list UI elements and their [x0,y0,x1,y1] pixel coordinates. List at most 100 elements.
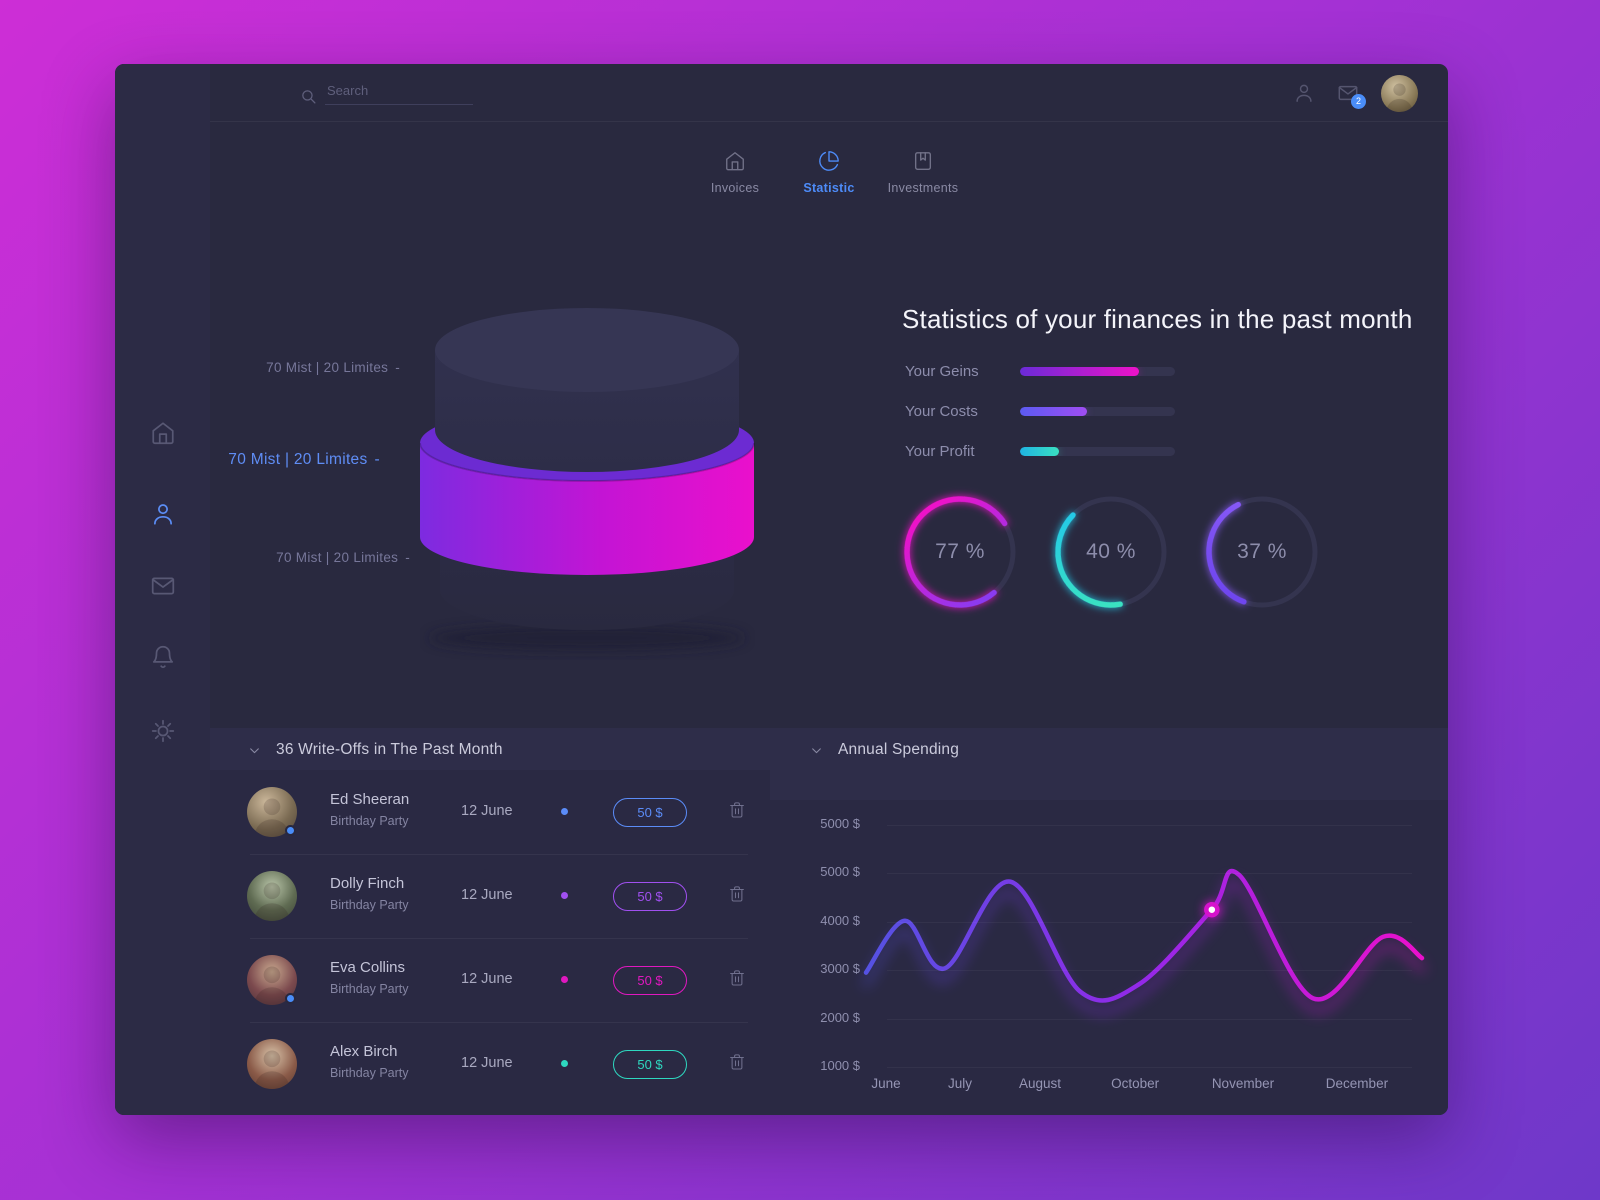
amount-button[interactable]: 50 $ [613,966,687,995]
writeoff-row[interactable]: Eva Collins Birthday Party 12 June 50 $ [210,938,770,1022]
gridline [887,970,1412,972]
event-label: Birthday Party [330,1066,409,1080]
online-badge [285,825,296,836]
x-axis-tick: December [1325,1076,1389,1091]
cylinder-label[interactable]: 70 Mist | 20 Limites - [276,550,410,565]
tab-investments[interactable]: Investments [883,150,963,195]
person-name: Alex Birch [330,1043,398,1060]
bar-label: Your Profit [905,442,975,460]
x-axis-tick: July [947,1076,972,1091]
data-point-marker[interactable] [1204,901,1220,918]
person-name: Dolly Finch [330,875,405,892]
progress-bar-gains: Your Geins [905,361,1175,381]
chevron-down-icon[interactable] [248,744,261,757]
writeoff-row[interactable]: Ed Sheeran Birthday Party 12 June 50 $ [210,770,770,854]
bar-track [1020,406,1175,416]
status-dot [561,1060,568,1067]
writeoff-row[interactable]: Dolly Finch Birthday Party 12 June 50 $ [210,854,770,938]
gridline [887,825,1412,826]
cylinder-label[interactable]: 70 Mist | 20 Limites - [266,360,400,375]
tab-invoices[interactable]: Invoices [695,150,775,195]
sidebar [115,64,210,1115]
online-badge [285,993,296,1004]
topbar: 2 [210,64,1448,122]
date-label: 12 June [461,887,513,903]
status-dot [561,976,568,983]
progress-bar-costs: Your Costs [905,401,1175,421]
avatar [247,955,297,1005]
annual-title: Annual Spending [838,741,960,758]
x-axis-tick: June [871,1076,901,1091]
writeoff-row[interactable]: Alex Birch Birthday Party 12 June 50 $ [210,1022,770,1106]
chevron-down-icon[interactable] [810,744,823,757]
ring-gauge-77: 77 % [895,487,1025,617]
trash-icon[interactable] [728,968,746,988]
bar-label: Your Costs [905,402,978,420]
search-input[interactable] [325,81,473,105]
bar-fill [1020,446,1059,456]
home-icon [726,152,744,171]
gridline [887,1067,1412,1068]
trash-icon[interactable] [728,800,746,820]
settings-gear-icon[interactable] [150,718,176,744]
writeoffs-list: Ed Sheeran Birthday Party 12 June 50 $ D… [210,770,770,1115]
main-tabs: Invoices Statistic Investments [210,150,1448,195]
y-axis-tick: 2000 $ [820,1009,860,1025]
x-axis-tick: November [1211,1076,1275,1091]
event-label: Birthday Party [330,898,409,912]
ring-value: 40 % [1086,540,1136,563]
status-dot [561,808,568,815]
y-axis-tick: 3000 $ [820,961,860,977]
date-label: 12 June [461,1055,513,1071]
y-axis-tick: 1000 $ [820,1058,860,1073]
avatar[interactable] [1381,74,1418,112]
bar-track [1020,446,1175,456]
event-label: Birthday Party [330,814,409,828]
mail-icon[interactable] [150,573,176,599]
tab-label: Invoices [710,181,760,195]
search-bar [300,81,473,105]
event-label: Birthday Party [330,982,409,996]
bookmark-icon [914,152,932,170]
amount-button[interactable]: 50 $ [613,882,687,911]
bar-track [1020,366,1175,376]
topbar-actions: 2 [1293,64,1418,122]
x-axis-tick: August [1019,1076,1062,1091]
avatar [247,871,297,921]
tab-statistic[interactable]: Statistic [789,150,869,195]
avatar [247,1039,297,1089]
bar-label: Your Geins [905,362,979,380]
y-axis-tick: 5000 $ [820,816,860,831]
annual-header: Annual Spending [810,728,959,772]
date-label: 12 June [461,971,513,987]
bar-fill [1020,366,1140,376]
trash-icon[interactable] [728,884,746,904]
gridline [887,921,1412,923]
user-icon[interactable] [150,501,176,527]
writeoffs-header: 36 Write-Offs in The Past Month [248,728,503,772]
ring-gauge-37: 37 % [1197,487,1327,617]
bell-icon[interactable] [150,644,176,670]
mail-icon[interactable]: 2 [1337,82,1366,109]
x-axis-tick: October [1111,1076,1160,1091]
spending-chart: 5000 $ 5000 $ 4000 $ 3000 $ 2000 $ 1000 $ June… [770,800,1448,1115]
status-dot [561,892,568,899]
tab-label: Investments [887,181,959,195]
amount-button[interactable]: 50 $ [613,1050,687,1079]
home-icon[interactable] [150,420,176,446]
avatar [247,787,297,837]
tab-label: Statistic [803,181,855,195]
spending-line [862,868,1426,1015]
amount-button[interactable]: 50 $ [613,798,687,827]
bar-fill [1020,406,1087,416]
writeoffs-title: 36 Write-Offs in The Past Month [276,741,503,758]
trash-icon[interactable] [728,1052,746,1072]
gridline [887,873,1412,875]
ring-value: 77 % [935,540,985,563]
ring-gauge-40: 40 % [1046,487,1176,617]
cylinder-label-active[interactable]: 70 Mist | 20 Limites - [228,451,380,468]
app-window: 2 Invoices Statistic Investments 70 Mist… [115,64,1448,1115]
gridline [887,1018,1412,1020]
user-icon[interactable] [1293,82,1315,104]
y-axis-tick: 4000 $ [820,912,860,928]
